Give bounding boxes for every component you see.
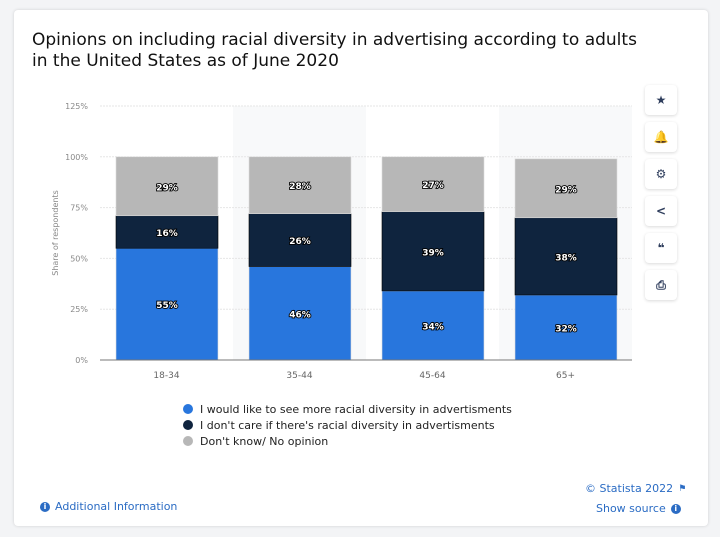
legend: I would like to see more racial diversit… (183, 401, 512, 449)
bar-segment (514, 217, 618, 296)
print-icon: ⎙ (656, 277, 666, 292)
bar-segment (115, 247, 219, 361)
data-label: 29% (156, 183, 178, 193)
copyright-link[interactable]: © Statista 2022 ⚑ (585, 482, 686, 495)
bar-segment (115, 156, 219, 217)
data-label: 34% (422, 322, 444, 332)
y-tick-label: 125% (65, 102, 88, 111)
legend-marker (183, 436, 193, 446)
y-tick-label: 50% (70, 254, 88, 263)
additional-information-label: Additional Information (55, 500, 178, 513)
legend-item[interactable]: Don't know/ No opinion (183, 433, 512, 449)
data-label: 55% (156, 301, 178, 311)
bar-segment (381, 211, 485, 292)
data-label: 28% (289, 182, 311, 192)
legend-marker (183, 420, 193, 430)
info-icon: i (670, 503, 681, 514)
flag-icon: ⚑ (678, 483, 687, 494)
info-icon: i (40, 501, 50, 512)
additional-information-link[interactable]: i Additional Information (40, 500, 177, 513)
quote-icon: ❝ (657, 241, 665, 255)
data-label: 27% (422, 181, 444, 191)
y-tick-label: 75% (70, 204, 88, 213)
bar-segment (514, 158, 618, 219)
show-source-label: Show source (596, 502, 666, 515)
data-label: 39% (422, 248, 444, 258)
x-tick-label: 35-44 (286, 371, 312, 381)
y-tick-label: 100% (65, 153, 88, 162)
show-source-link[interactable]: Show source i (596, 502, 681, 515)
print-button[interactable]: ⎙ (645, 270, 677, 300)
legend-marker (183, 404, 193, 414)
bar-segment (514, 294, 618, 361)
bar-segment (248, 266, 352, 361)
y-tick-label: 0% (75, 356, 88, 365)
star-icon: ★ (655, 93, 667, 107)
share-icon: < (655, 204, 667, 218)
legend-item[interactable]: I would like to see more racial diversit… (183, 401, 512, 417)
y-axis-label: Share of respondents (51, 190, 60, 276)
bell-icon: 🔔 (653, 130, 669, 144)
star-button[interactable]: ★ (645, 85, 677, 115)
x-tick-label: 65+ (556, 371, 575, 381)
bar-segment (248, 156, 352, 214)
bell-button[interactable]: 🔔 (645, 122, 677, 152)
bar-segment (381, 156, 485, 212)
data-label: 32% (555, 324, 577, 334)
gear-button[interactable]: ⚙ (645, 159, 677, 189)
legend-item[interactable]: I don't care if there's racial diversity… (183, 417, 512, 433)
data-label: 29% (555, 185, 577, 195)
data-label: 46% (289, 310, 311, 320)
legend-label: Don't know/ No opinion (200, 434, 329, 448)
copyright-label: © Statista 2022 (585, 482, 674, 495)
legend-label: I don't care if there's racial diversity… (200, 418, 495, 432)
bar-segment (248, 213, 352, 267)
x-tick-label: 18-34 (153, 371, 179, 381)
data-label: 26% (289, 237, 311, 247)
gear-icon: ⚙ (655, 167, 667, 181)
data-label: 38% (555, 253, 577, 263)
bar-segment (381, 290, 485, 361)
chart-title: Opinions on including racial diversity i… (32, 30, 637, 71)
data-label: 16% (156, 229, 178, 239)
y-tick-label: 25% (70, 305, 88, 314)
share-button[interactable]: < (645, 196, 677, 226)
x-tick-label: 45-64 (419, 371, 445, 381)
quote-button[interactable]: ❝ (645, 233, 677, 263)
legend-label: I would like to see more racial diversit… (200, 402, 512, 416)
